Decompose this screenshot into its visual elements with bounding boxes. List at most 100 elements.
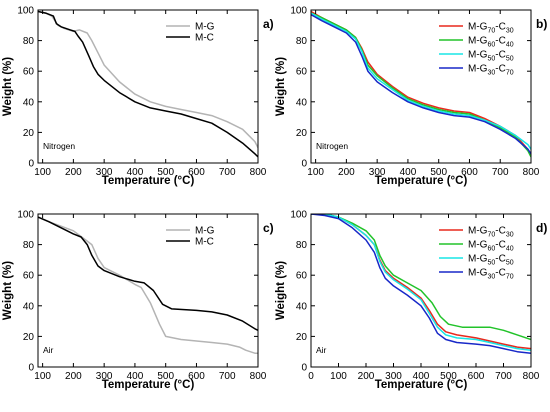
legend-label: M-G60-C40 [468, 240, 514, 253]
x-tick-label: 0 [308, 371, 314, 382]
x-tick-label: 600 [468, 371, 485, 382]
chart-panel-2: 100 200 300 400 500 600 700 800 0 20 40 60 80 100 Temp… [275, 6, 547, 188]
legend-label: M-C [195, 237, 214, 248]
x-tick-label: 300 [369, 167, 386, 178]
x-tick-label: 100 [34, 167, 51, 178]
x-axis-label: Temperature (°C) [102, 175, 195, 187]
y-axis-label: Weight (%) [275, 57, 287, 116]
plot-frame [37, 9, 259, 164]
x-tick-label: 200 [358, 371, 375, 382]
series-line-2 [311, 12, 531, 158]
condition-label: Air [316, 345, 327, 355]
legend-label: M-G [195, 22, 215, 33]
plot-frame [310, 9, 532, 164]
x-tick-label: 200 [65, 167, 82, 178]
legend-label: M-G50-C50 [468, 50, 514, 63]
y-tick-label: 100 [17, 210, 34, 221]
y-tick-label: 0 [301, 159, 307, 170]
x-tick-label: 100 [34, 371, 51, 382]
x-tick-label: 600 [461, 167, 478, 178]
chart-panel-1: 100 200 300 400 500 600 700 800 0 20 40 60 80 100 Temp… [2, 6, 274, 188]
y-tick-label: 60 [296, 271, 308, 282]
x-tick-label: 600 [188, 371, 205, 382]
y-tick-label: 0 [28, 363, 34, 374]
y-tick-label: 0 [301, 363, 307, 374]
x-tick-label: 200 [65, 371, 82, 382]
y-tick-label: 20 [23, 332, 35, 343]
condition-label: Nitrogen [316, 141, 348, 151]
panel-label: c) [263, 221, 274, 235]
x-tick-label: 200 [338, 167, 355, 178]
x-tick-label: 800 [523, 167, 540, 178]
y-tick-label: 60 [296, 67, 308, 78]
legend-label: M-G [195, 226, 215, 237]
y-tick-label: 60 [23, 271, 35, 282]
legend-label: M-G60-C40 [468, 36, 514, 49]
plot-frame [37, 213, 259, 368]
chart-panel-4: 0 100 200 300 400 500 600 700 800 0 20 40 60 80 100 Tem… [275, 210, 547, 392]
x-tick-label: 700 [492, 167, 509, 178]
y-tick-label: 80 [296, 240, 308, 251]
x-axis-label: Temperature (°C) [102, 379, 195, 391]
x-tick-label: 600 [188, 167, 205, 178]
condition-label: Nitrogen [43, 141, 75, 151]
x-tick-label: 800 [523, 371, 540, 382]
y-tick-label: 60 [23, 67, 35, 78]
y-axis-label: Weight (%) [2, 261, 14, 320]
legend: M-GM-C [166, 226, 215, 248]
panel-label: a) [263, 17, 274, 31]
series-line-4 [311, 214, 531, 354]
y-axis-label: Weight (%) [275, 261, 287, 320]
legend-label: M-G30-C70 [468, 268, 514, 281]
series-line-1 [38, 10, 258, 149]
x-tick-label: 100 [307, 167, 324, 178]
y-tick-label: 40 [23, 97, 35, 108]
y-tick-label: 40 [296, 97, 308, 108]
x-tick-label: 300 [96, 167, 113, 178]
legend-label: M-G30-C70 [468, 64, 514, 77]
series-line-2 [38, 10, 258, 158]
y-tick-label: 40 [296, 301, 308, 312]
y-tick-label: 0 [28, 159, 34, 170]
x-tick-label: 800 [250, 167, 267, 178]
x-tick-label: 100 [330, 371, 347, 382]
legend: M-GM-C [166, 22, 215, 44]
x-axis-label: Temperature (°C) [375, 175, 468, 187]
x-tick-label: 500 [440, 371, 457, 382]
y-tick-label: 100 [290, 6, 307, 17]
x-tick-label: 300 [385, 371, 402, 382]
legend-label: M-G70-C30 [468, 22, 514, 35]
legend-label: M-C [195, 33, 214, 44]
legend-label: M-G50-C50 [468, 254, 514, 267]
x-tick-label: 500 [157, 167, 174, 178]
panel-label: b) [536, 17, 547, 31]
condition-label: Air [43, 345, 54, 355]
y-tick-label: 80 [296, 36, 308, 47]
x-tick-label: 400 [127, 371, 144, 382]
y-tick-label: 20 [296, 332, 308, 343]
x-tick-label: 700 [219, 167, 236, 178]
series-line-2 [311, 214, 531, 341]
panel-label: d) [536, 221, 547, 235]
series-line-3 [311, 214, 531, 351]
y-tick-label: 100 [17, 6, 34, 17]
y-tick-label: 80 [23, 240, 35, 251]
x-tick-label: 500 [157, 371, 174, 382]
series-line-3 [311, 12, 531, 150]
x-tick-label: 400 [400, 167, 417, 178]
x-tick-label: 300 [96, 371, 113, 382]
x-tick-label: 800 [250, 371, 267, 382]
y-tick-label: 20 [23, 128, 35, 139]
x-tick-label: 400 [413, 371, 430, 382]
x-axis-label: Temperature (°C) [375, 379, 468, 391]
x-tick-label: 500 [430, 167, 447, 178]
y-axis-label: Weight (%) [2, 57, 14, 116]
y-tick-label: 80 [23, 36, 35, 47]
chart-panel-3: 100 200 300 400 500 600 700 800 0 20 40 60 80 100 Temp… [2, 210, 274, 392]
x-tick-label: 700 [495, 371, 512, 382]
x-tick-label: 400 [127, 167, 144, 178]
y-tick-label: 100 [290, 210, 307, 221]
